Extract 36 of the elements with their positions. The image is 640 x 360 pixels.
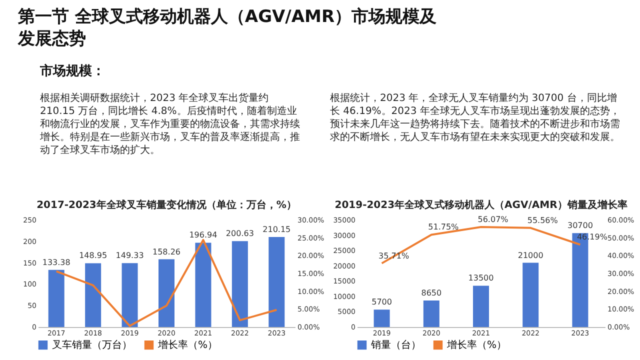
bar [195, 242, 212, 327]
text: 根据统计，2023 年，全球无人叉车销量约为 30700 台，同比增长 46.19%。2023 年全球无人叉车市场呈现出蓬勃发展的态势，预计未来几年这一趋势将持续下去。随着技术的不断进步和市场需求的不断增长，无人叉车市场有望在未来实现更大的突破和发展。 [330, 92, 621, 144]
bar [423, 300, 440, 327]
bar [473, 286, 489, 327]
text: 市场规模： [40, 62, 105, 80]
bar [48, 270, 64, 327]
chart-title: 2017-2023年全球叉车销量变化情况（单位：万台，%） [36, 199, 296, 211]
legend-label: 销量（台） [370, 339, 421, 352]
data-label: 21000 [518, 250, 544, 260]
data-label: 30700 [567, 221, 593, 230]
data-label: 149.33 [116, 251, 144, 260]
bar [85, 263, 102, 327]
bar [122, 263, 138, 327]
bar [374, 310, 390, 327]
legend-label: 叉车销量（万台） [52, 339, 132, 352]
data-label: 196.94 [189, 230, 218, 240]
data-label: 13500 [468, 274, 494, 283]
text: 根据相关调研数据统计，2023 年全球叉车出货量约 210.15 万台，同比增长 4.8%。后疫情时代，随着制造业和物流行业的发展，叉车作为重要的物流设备，其需求持续增长。特别是在一些新兴市场，叉车的普及率逐渐提高，推动了全球叉车市场的扩大。 [40, 92, 301, 157]
data-label: 200.63 [226, 229, 254, 238]
data-label: 5700 [372, 298, 392, 307]
bar [232, 241, 248, 327]
bar [158, 259, 174, 327]
bar [522, 262, 539, 327]
data-label: 210.15 [262, 225, 291, 234]
text: 第一节 全球叉式移动机器人（AGV/AMR）市场规模及发展态势 [18, 6, 438, 50]
data-label: 55.56% [527, 216, 558, 225]
data-label: 158.26 [152, 247, 180, 256]
data-label: 56.07% [478, 215, 509, 224]
data-label: 133.38 [42, 258, 70, 267]
data-label: 8650 [421, 288, 442, 298]
legend-label: 增长率（%） [446, 339, 507, 352]
legend-label: 增长率（%） [157, 339, 218, 352]
bar [268, 237, 285, 327]
chart-title: 2019-2023年全球叉式移动机器人（AGV/AMR）销量及增长率 [334, 199, 628, 211]
data-label: 51.75% [428, 222, 460, 232]
data-label: 148.95 [79, 251, 108, 260]
